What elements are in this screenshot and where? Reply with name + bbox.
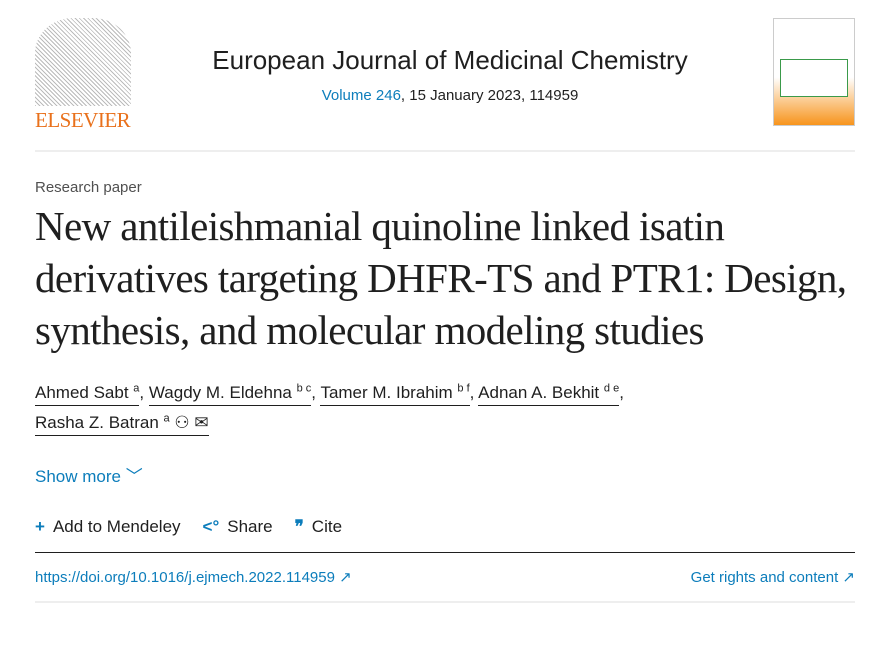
share-button[interactable]: <° Share	[202, 517, 273, 536]
divider	[35, 552, 855, 553]
rights-link[interactable]: Get rights and content ↗	[690, 569, 855, 586]
chevron-down-icon: ﹀	[125, 467, 143, 486]
volume-link[interactable]: Volume 246	[321, 87, 401, 104]
article-title: New antileishmanial quinoline linked isa…	[35, 203, 847, 353]
plus-icon: +	[35, 517, 45, 536]
external-link-icon: ↗	[339, 569, 352, 586]
journal-cover-image[interactable]	[773, 18, 855, 126]
issue-details: , 15 January 2023, 114959	[400, 87, 579, 104]
doi-link[interactable]: https://doi.org/10.1016/j.ejmech.2022.11…	[35, 569, 352, 586]
author-link[interactable]: Adnan A. Bekhit d e	[478, 383, 620, 406]
author-link[interactable]: Rasha Z. Batran a ⚇ ✉	[35, 413, 209, 436]
elsevier-logo[interactable]: ELSEVIER	[35, 18, 133, 132]
journal-title[interactable]: European Journal of Medicinal Chemistry	[212, 45, 688, 75]
show-more-button[interactable]: Show more ﹀	[35, 467, 143, 486]
author-link[interactable]: Tamer M. Ibrahim b f	[320, 383, 470, 406]
share-icon: <°	[202, 517, 220, 536]
article-type: Research paper	[35, 179, 142, 196]
author-link[interactable]: Wagdy M. Eldehna b c	[148, 383, 312, 406]
journal-issue: Volume 246, 15 January 2023, 114959	[150, 86, 750, 106]
elsevier-wordmark: ELSEVIER	[35, 108, 131, 132]
author-link[interactable]: Ahmed Sabt a	[35, 383, 140, 406]
person-icon: ⚇	[174, 413, 190, 432]
journal-header: ELSEVIER European Journal of Medicinal C…	[35, 0, 855, 152]
cite-button[interactable]: ❞ Cite	[294, 517, 343, 536]
quote-icon: ❞	[294, 517, 304, 536]
author-list: Ahmed Sabt a, Wagdy M. Eldehna b c, Tame…	[35, 378, 855, 438]
add-to-mendeley-button[interactable]: + Add to Mendeley	[35, 517, 181, 536]
envelope-icon: ✉	[194, 413, 209, 432]
divider	[35, 601, 855, 603]
tree-logo-icon	[35, 18, 131, 106]
external-link-icon: ↗	[842, 569, 855, 586]
